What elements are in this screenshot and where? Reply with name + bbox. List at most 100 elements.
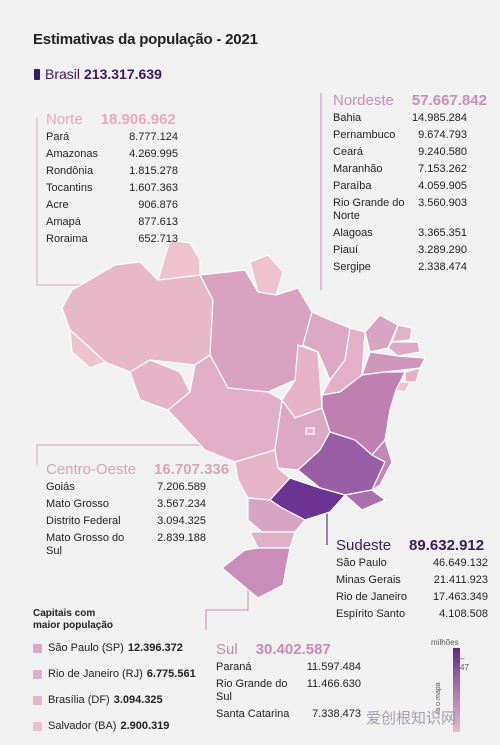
state-row: Minas Gerais 21.411.923 [336,574,488,591]
state-row: Tocantins 1.607.363 [46,182,178,199]
state-row: Goiás 7.206.589 [46,481,206,498]
state-population: 7.338.473 [312,708,361,720]
state-name: Amazonas [46,148,98,160]
state-row: Amapá 877.613 [46,216,178,233]
state-population: 14.985.284 [411,112,467,124]
capital-swatch [33,721,42,731]
state-amapa [249,254,284,296]
state-population: 1.815.278 [129,165,178,177]
capital-label: Brasília (DF) [48,694,110,706]
state-population: 46.649.132 [432,557,488,569]
state-name: Goiás [46,481,75,493]
state-population: 4.108.508 [439,608,488,620]
state-roraima [157,239,201,281]
state-name: Pará [46,131,70,143]
state-row: Espírito Santo 4.108.508 [336,608,488,625]
state-population: 17.463.349 [432,591,488,603]
state-row: Acre 906.876 [46,199,178,216]
nordeste-total: 57.667.842 [411,92,487,109]
state-row: Mato Grosso 3.567.234 [46,498,206,515]
capital-row: Salvador (BA) 2.900.319 [33,719,196,733]
norte-leader-line [36,118,98,286]
state-name: Maranhão [333,163,383,175]
state-name: Rio de Janeiro [336,591,407,603]
region-norte: Norte 18.906.962 Pará 8.777.124 Amazonas 4.… [46,111,178,250]
co-total: 16.707.336 [154,461,230,478]
capitais-title-line1: Capitais com [33,608,96,619]
state-population: 9.674.793 [418,129,467,141]
state-row: Maranhão 7.153.262 [333,163,467,180]
capital-swatch [33,669,42,679]
norte-table: Pará 8.777.124 Amazonas 4.269.995 Rondônia 1.… [46,131,178,250]
state-population: 3.365.351 [418,227,467,239]
state-row: Santa Catarina 7.338.473 [216,708,361,725]
sul-total: 30.402.587 [255,641,331,658]
capitais-title-line2: maior população [33,620,114,631]
state-population: 2.839.188 [157,532,206,544]
state-name: Mato Grosso [46,498,109,510]
state-name: Pernambuco [333,129,396,141]
sudeste-table: São Paulo 46.649.132 Minas Gerais 21.411.92… [336,557,488,625]
state-row: Paraíba 4.059.905 [333,180,467,197]
state-alagoas [404,367,421,383]
state-santa-catarina [249,531,296,549]
norte-name: Norte [46,111,83,128]
state-population: 11.597.484 [306,661,361,673]
co-name: Centro-Oeste [46,461,137,478]
state-paraiba [387,341,421,357]
capital-label: Rio de Janeiro (RJ) [48,668,143,680]
state-ceara [364,314,399,353]
region-centro-oeste: Centro-Oeste 16.707.336 Goiás 7.206.589 Ma… [46,461,229,562]
state-df [305,427,315,435]
state-mato-grosso [167,354,283,463]
state-population: 7.153.262 [418,163,467,175]
brasil-total: Brasil 213.317.639 [34,66,162,82]
capital-label: São Paulo (SP) [48,642,124,654]
state-row: Roraima 652.713 [46,233,178,250]
state-population: 3.289.290 [418,244,467,256]
state-population: 1.607.363 [129,182,178,194]
capital-swatch [33,643,42,653]
state-name: Espírito Santo [336,608,406,620]
region-sul: Sul 30.402.587 Paraná 11.597.484 Rio Grand… [216,641,361,725]
legend-gradient-bar [453,648,460,732]
state-population: 8.777.124 [129,131,178,143]
state-row: Mato Grosso do Sul 2.839.188 [46,532,206,562]
legend-tick: – 47 [460,654,469,672]
state-population: 3.560.903 [418,197,467,209]
brasil-label: Brasil [45,66,81,82]
state-name: Acre [46,199,69,211]
state-population: 2.338.474 [418,261,467,273]
state-row: Pernambuco 9.674.793 [333,129,467,146]
state-row: Ceará 9.240.580 [333,146,467,163]
state-row: Pará 8.777.124 [46,131,178,148]
capital-row: São Paulo (SP) 12.396.372 [33,641,196,655]
capital-value: 12.396.372 [127,642,183,654]
state-name: Bahia [333,112,362,124]
sul-leader-line [205,580,249,630]
state-name: Piauí [333,244,359,256]
state-row: Bahia 14.985.284 [333,112,467,129]
state-name: Santa Catarina [216,708,290,720]
state-rn [391,324,413,343]
state-population: 4.269.995 [129,148,178,160]
state-row: Alagoas 3.365.351 [333,227,467,244]
state-row: Paraná 11.597.484 [216,661,361,678]
state-name: Rondônia [46,165,94,177]
state-row: Piauí 3.289.290 [333,244,467,261]
state-population: 652.713 [138,233,178,245]
state-name: Rio Grande do Sul [216,678,288,703]
state-acre [69,328,107,369]
capital-value: 3.094.325 [113,694,163,706]
state-population: 11.466.630 [306,678,361,690]
legend-unit: milhões [431,638,459,647]
nordeste-table: Bahia 14.985.284 Pernambuco 9.674.793 Ceará 9… [333,112,467,278]
region-sudeste: Sudeste 89.632.912 São Paulo 46.649.132 Mi… [336,537,488,625]
capital-value: 2.900.319 [120,720,170,732]
state-name: Tocantins [46,182,93,194]
state-row: Rio Grande do Norte 3.560.903 [333,197,467,227]
state-name: Sergipe [333,261,371,273]
state-row: Sergipe 2.338.474 [333,261,467,278]
capitais-panel: Capitais com maior população São Paulo (… [33,608,196,745]
capital-swatch [33,695,42,705]
